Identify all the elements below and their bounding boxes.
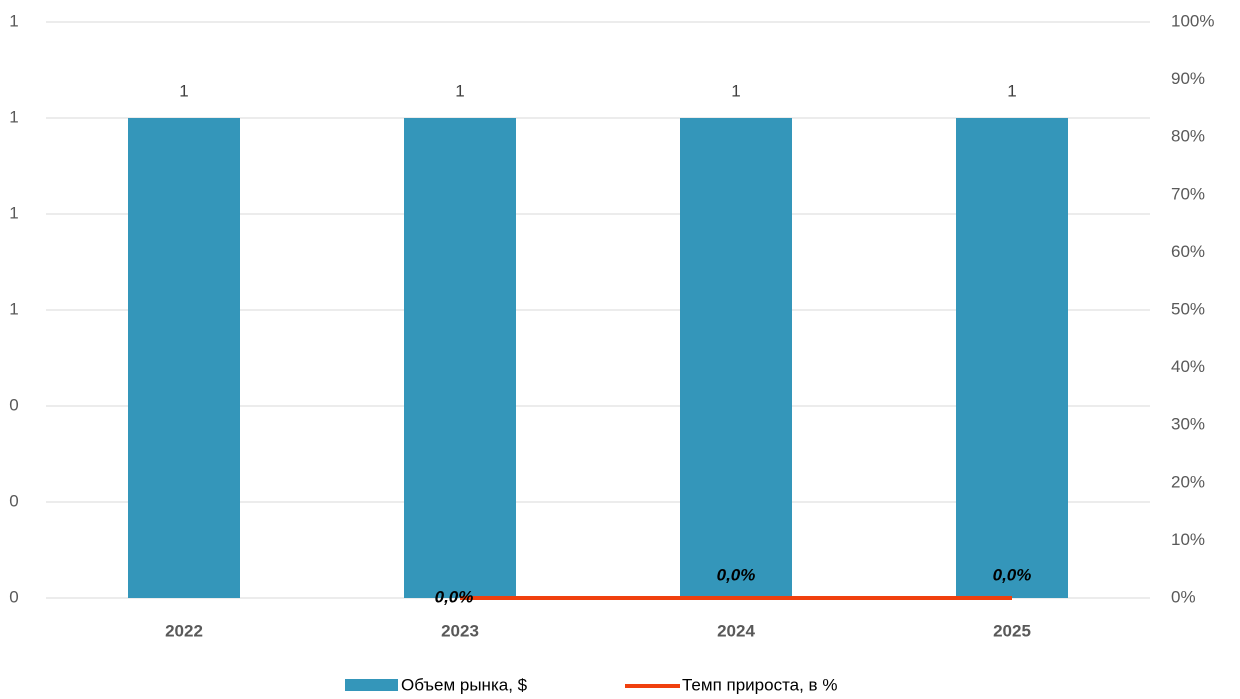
y-tick-label: 1 bbox=[9, 203, 18, 222]
bar bbox=[404, 118, 516, 598]
y2-tick-label: 80% bbox=[1171, 127, 1205, 146]
line-value-label: 0,0% bbox=[993, 565, 1032, 584]
x-tick-label: 2023 bbox=[441, 621, 479, 640]
x-tick-label: 2025 bbox=[993, 621, 1031, 640]
y2-tick-label: 60% bbox=[1171, 242, 1205, 261]
bar-value-label: 1 bbox=[179, 81, 188, 100]
y2-tick-label: 100% bbox=[1171, 11, 1214, 30]
bar-value-label: 1 bbox=[455, 81, 464, 100]
bar-value-label: 1 bbox=[1007, 81, 1016, 100]
y2-tick-label: 40% bbox=[1171, 357, 1205, 376]
line-value-label: 0,0% bbox=[717, 565, 756, 584]
y2-tick-label: 20% bbox=[1171, 472, 1205, 491]
y2-tick-label: 30% bbox=[1171, 415, 1205, 434]
line-value-label: 0,0% bbox=[435, 587, 474, 606]
y-tick-label: 0 bbox=[9, 491, 18, 510]
y-tick-label: 1 bbox=[9, 299, 18, 318]
bar bbox=[680, 118, 792, 598]
y2-tick-label: 10% bbox=[1171, 530, 1205, 549]
x-tick-label: 2024 bbox=[717, 621, 755, 640]
bar bbox=[956, 118, 1068, 598]
y2-tick-label: 90% bbox=[1171, 69, 1205, 88]
legend-label: Темп прироста, в % bbox=[682, 675, 837, 694]
x-tick-label: 2022 bbox=[165, 621, 203, 640]
y2-tick-label: 0% bbox=[1171, 587, 1196, 606]
y-tick-label: 0 bbox=[9, 395, 18, 414]
bar-value-label: 1 bbox=[731, 81, 740, 100]
y-tick-label: 1 bbox=[9, 11, 18, 30]
legend-swatch bbox=[345, 679, 398, 691]
bar bbox=[128, 118, 240, 598]
y-tick-label: 1 bbox=[9, 107, 18, 126]
y2-tick-label: 70% bbox=[1171, 184, 1205, 203]
y-tick-label: 0 bbox=[9, 587, 18, 606]
y2-tick-label: 50% bbox=[1171, 299, 1205, 318]
legend-label: Объем рынка, $ bbox=[401, 675, 528, 694]
